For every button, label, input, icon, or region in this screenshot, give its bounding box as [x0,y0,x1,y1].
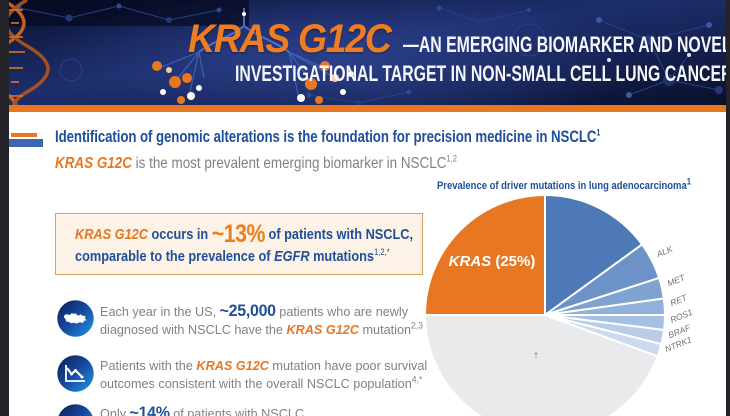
pie-inside-label-KRAS: KRAS (25%) [449,253,536,270]
pie-chart-title: Prevalence of driver mutations in lung a… [437,177,691,192]
text-segment: mutations [309,248,375,265]
header-title-rest: —AN EMERGING BIOMARKER AND NOVEL [403,32,726,57]
text-segment: 1,2 [446,153,457,164]
dna-helix-graphic [9,0,50,105]
text-segment: ~14% [129,403,170,416]
pie-inside-label-Other: † [534,351,538,360]
text-segment: ~25,000 [219,301,276,320]
text-segment: outcomes consistent with the overall NSC… [100,375,412,391]
text-segment: Patients with the [100,358,197,373]
text-segment: 4,* [411,374,423,385]
header-title-line1: KRAS G12C —AN EMERGING BIOMARKER AND NOV… [188,17,726,62]
text-segment: occurs in [147,226,212,243]
header-banner: KRAS G12C —AN EMERGING BIOMARKER AND NOV… [9,0,726,105]
pie-outside-label-NTRK1: NTRK1 [663,334,693,354]
pie-chart-title-text: Prevalence of driver mutations in lung a… [437,180,687,192]
network-nodes [16,3,723,105]
pie-outside-label-ALK: ALK [654,244,674,260]
bullet-3-line-1: Only ~14% of patients with NSCLC [100,404,304,416]
usa-map-icon [57,300,94,337]
bullet-2-line-1: Patients with the KRAS G12C mutation hav… [100,357,427,375]
pie-outside-label-ROS1: ROS1 [669,307,694,325]
heading-accent-stripe-blue [9,139,43,147]
header-orange-rule [9,105,726,112]
pie-outside-label-RET: RET [669,292,689,308]
header-title-line2: INVESTIGATIONAL TARGET IN NON-SMALL CELL… [235,61,726,86]
text-segment: KRAS G12C [286,321,359,337]
text-segment: Only [100,406,130,416]
text-segment: KRAS G12C [196,358,269,373]
section-heading-text: Identification of genomic alterations is… [55,127,597,146]
infographic-page: KRAS G12C —AN EMERGING BIOMARKER AND NOV… [9,0,726,416]
text-segment: mutation [358,321,412,337]
pie-slice-KRAS [424,194,546,316]
text-segment: mutation have poor survival [268,358,428,373]
text-segment: ~13% [211,220,266,248]
section-subheading: KRAS G12C is the most prevalent emerging… [55,153,457,173]
lungs-hexagon-graphic [152,8,354,104]
text-segment: KRAS G12C [75,226,148,243]
text-segment: of patients with NSCLC [169,406,305,416]
clipped-stat-icon [58,404,93,416]
bullet-3-text: Only ~14% of patients with NSCLC [100,404,313,416]
key-fact-callout-box: KRAS G12C occurs in ~13% of patients wit… [55,213,423,275]
bullet-1-line-1: Each year in the US, ~25,000 patients wh… [100,302,423,321]
section-heading: Identification of genomic alterations is… [55,127,600,147]
text-segment: EGFR [274,248,310,265]
pie-outside-label-MET: MET [666,272,687,288]
text-segment: 1,2,* [374,247,390,257]
pie-slice-Other [424,314,659,416]
text-segment: of patients with NSCLC, [265,226,414,243]
callout-line-1: KRAS G12C occurs in ~13% of patients wit… [75,220,413,248]
bullet-2-text: Patients with the KRAS G12C mutation hav… [100,357,441,392]
header-title-kras: KRAS G12C [188,17,392,61]
text-segment: comparable to the prevalence of [75,248,275,265]
text-segment: 2,3 [411,320,424,331]
section-heading-superscript: 1 [596,127,601,138]
pie-chart-title-superscript: 1 [686,176,692,187]
callout-line-2: comparable to the prevalence of EGFR mut… [75,247,390,267]
text-segment: patients who are newly [275,304,409,319]
heading-accent-stripe-orange [11,133,37,137]
bullet-1-line-2: diagnosed with NSCLC have the KRAS G12C … [100,321,423,339]
bullet-1-text: Each year in the US, ~25,000 patients wh… [100,302,437,338]
pie-slice-EGFR [544,194,644,316]
header-background-art [9,0,726,105]
bullet-2-line-2: outcomes consistent with the overall NSC… [100,375,427,393]
text-segment: is the most prevalent emerging biomarker… [131,155,447,172]
text-segment: diagnosed with NSCLC have the [100,321,287,337]
text-segment: Each year in the US, [100,304,220,319]
text-segment: KRAS G12C [55,155,132,172]
survival-chart-icon [57,355,94,392]
